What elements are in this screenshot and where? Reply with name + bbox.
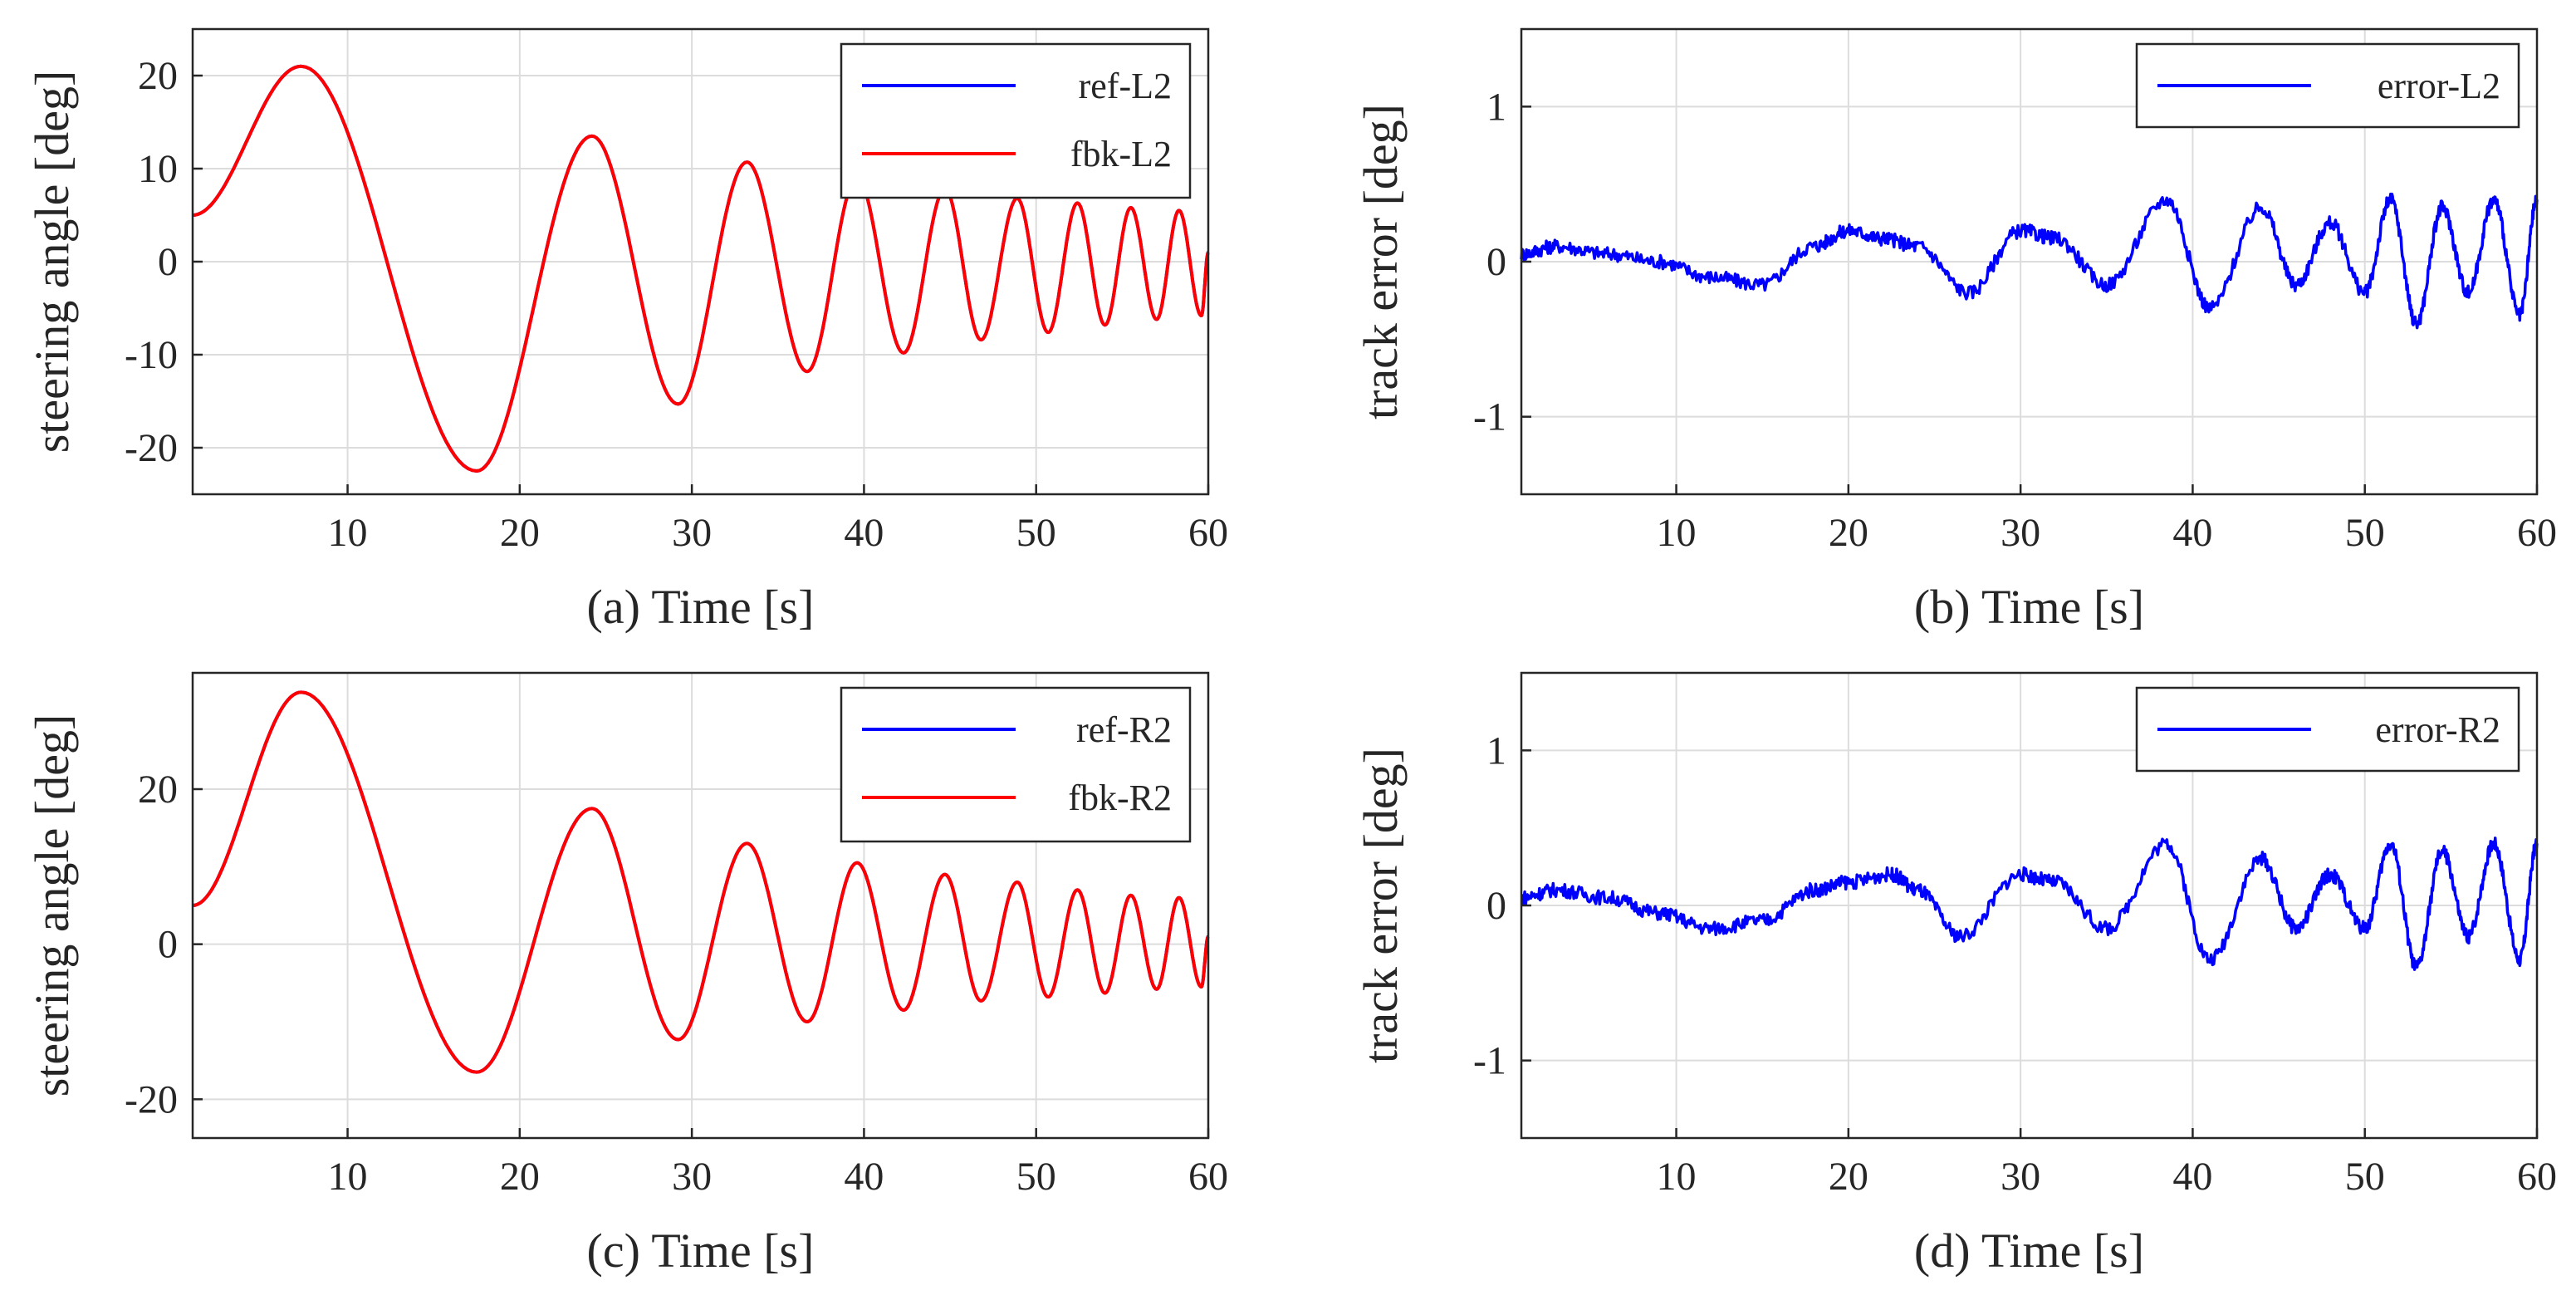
series-line-fbk-L2 bbox=[192, 64, 1210, 473]
x-tick-label: 60 bbox=[2517, 1155, 2557, 1199]
y-axis-label: steering angle [deg] bbox=[25, 714, 79, 1097]
x-tick-label: 30 bbox=[672, 1155, 712, 1199]
x-tick-label: 10 bbox=[328, 511, 368, 555]
series-line-error-L2 bbox=[1520, 192, 2539, 330]
y-tick-label: 10 bbox=[138, 147, 178, 191]
x-tick-label: 60 bbox=[1188, 1155, 1228, 1199]
legend-label: ref-L2 bbox=[1079, 66, 1172, 106]
y-tick-label: 1 bbox=[1486, 85, 1506, 129]
x-tick-label: 50 bbox=[2345, 1155, 2385, 1199]
legend-box bbox=[840, 686, 1192, 843]
y-tick-label: -1 bbox=[1473, 1039, 1506, 1083]
legend-label: ref-R2 bbox=[1076, 709, 1172, 750]
x-tick-label: 30 bbox=[2001, 511, 2040, 555]
y-tick-label: -10 bbox=[125, 333, 178, 377]
x-tick-label: 30 bbox=[672, 511, 712, 555]
legend-label: fbk-R2 bbox=[1068, 778, 1172, 818]
legend-label: error-L2 bbox=[2378, 66, 2500, 106]
y-tick-label: -1 bbox=[1473, 395, 1506, 439]
x-tick-label: 30 bbox=[2001, 1155, 2040, 1199]
y-tick-label: -20 bbox=[125, 1077, 178, 1121]
x-tick-label: 20 bbox=[500, 511, 540, 555]
x-tick-label: 40 bbox=[844, 1155, 884, 1199]
panel-a: 10 20 30 40 50 60 -20 -10 0 10 20 (a) Time [s] steer… bbox=[25, 27, 1228, 634]
legend: error-R2 bbox=[2135, 686, 2520, 773]
series-line-fbk-R2 bbox=[192, 690, 1210, 1074]
x-tick-label: 60 bbox=[2517, 511, 2557, 555]
panel-b: 10 20 30 40 50 60 -1 0 1 (b) Time [s] track error … bbox=[1354, 27, 2557, 634]
x-tick-label: 40 bbox=[2172, 1155, 2212, 1199]
x-tick-label: 10 bbox=[1657, 511, 1697, 555]
y-axis-label: track error [deg] bbox=[1354, 104, 1408, 419]
y-tick-label: -20 bbox=[125, 426, 178, 470]
y-tick-label: 0 bbox=[158, 240, 178, 284]
x-axis-label: (d) Time [s] bbox=[1914, 1224, 2144, 1278]
legend: ref-R2 fbk-R2 bbox=[840, 686, 1192, 843]
x-tick-label: 20 bbox=[500, 1155, 540, 1199]
x-axis-label: (a) Time [s] bbox=[587, 580, 815, 634]
panel-d: 10 20 30 40 50 60 -1 0 1 (d) Time [s] track error … bbox=[1354, 671, 2557, 1278]
panel-c: 10 20 30 40 50 60 -20 0 20 (c) Time [s] steering a… bbox=[25, 671, 1228, 1278]
x-tick-label: 50 bbox=[1016, 511, 1056, 555]
y-tick-label: 0 bbox=[1486, 240, 1506, 284]
axes-frame bbox=[191, 671, 1210, 1140]
x-tick-label: 50 bbox=[1016, 1155, 1056, 1199]
x-tick-label: 50 bbox=[2345, 511, 2385, 555]
y-tick-label: 0 bbox=[158, 923, 178, 967]
y-axis-label: track error [deg] bbox=[1354, 748, 1408, 1063]
legend-label: error-R2 bbox=[2375, 709, 2500, 750]
y-tick-label: 1 bbox=[1486, 729, 1506, 773]
x-axis-label: (c) Time [s] bbox=[587, 1224, 815, 1278]
x-axis-label: (b) Time [s] bbox=[1914, 580, 2144, 634]
x-tick-label: 40 bbox=[2172, 511, 2212, 555]
x-tick-label: 10 bbox=[1657, 1155, 1697, 1199]
x-tick-label: 40 bbox=[844, 511, 884, 555]
y-tick-label: 20 bbox=[138, 768, 178, 812]
y-tick-label: 0 bbox=[1486, 884, 1506, 928]
series-line-error-R2 bbox=[1520, 836, 2539, 971]
x-tick-label: 20 bbox=[1829, 1155, 1868, 1199]
x-tick-label: 60 bbox=[1188, 511, 1228, 555]
legend-label: fbk-L2 bbox=[1070, 134, 1172, 174]
legend: error-L2 bbox=[2135, 42, 2520, 129]
legend-box bbox=[840, 42, 1192, 199]
x-tick-label: 20 bbox=[1829, 511, 1868, 555]
legend: ref-L2 fbk-L2 bbox=[840, 42, 1192, 199]
y-axis-label: steering angle [deg] bbox=[25, 71, 79, 454]
x-tick-label: 10 bbox=[328, 1155, 368, 1199]
y-tick-label: 20 bbox=[138, 54, 178, 98]
